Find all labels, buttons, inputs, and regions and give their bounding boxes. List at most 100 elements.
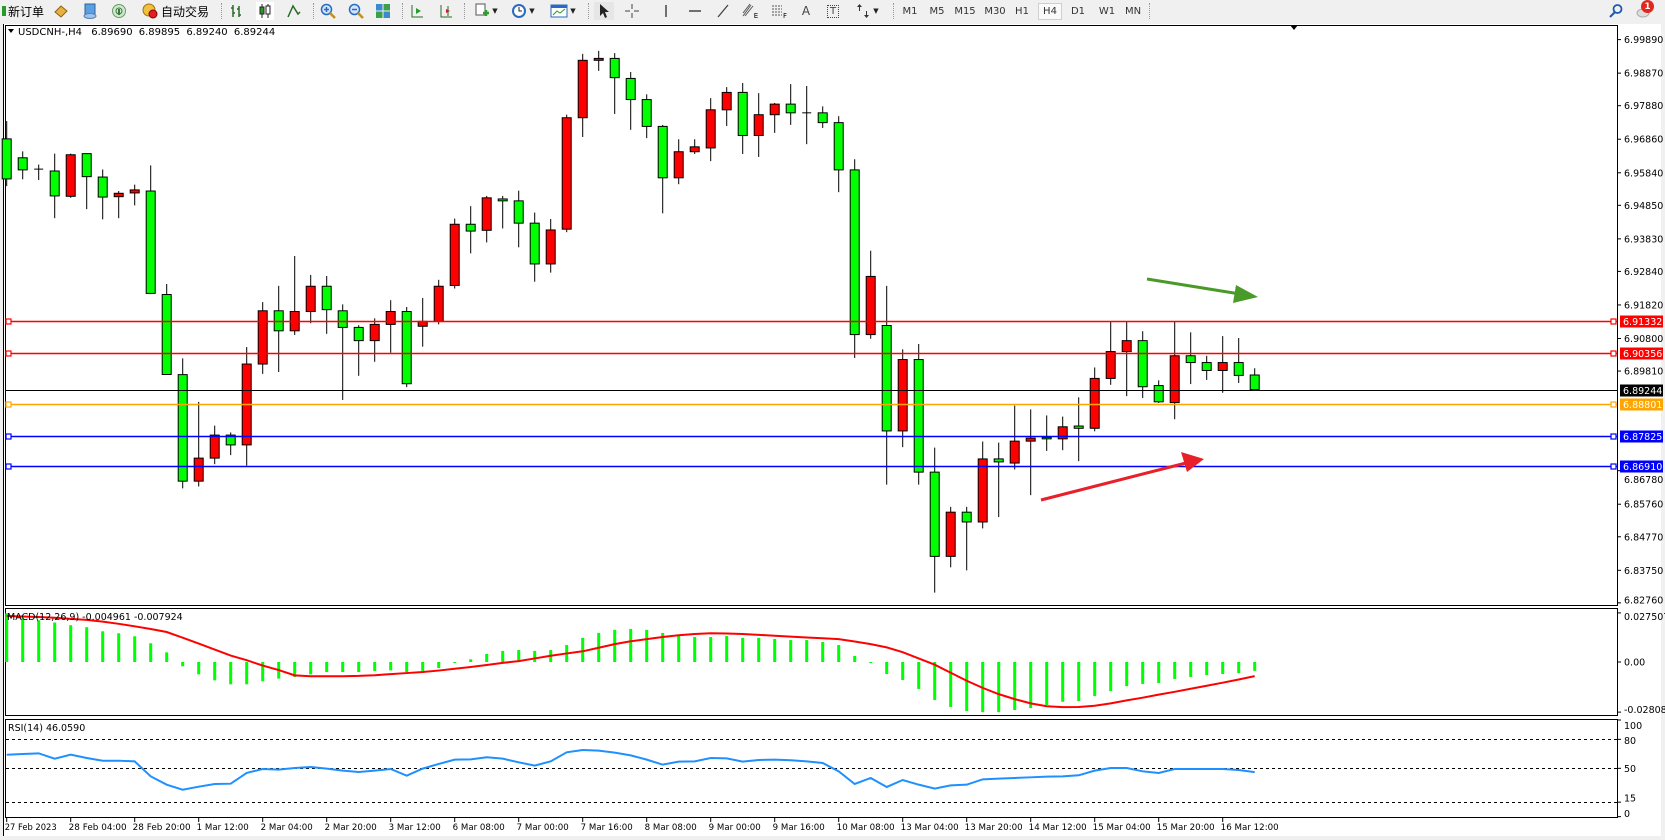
notifications-button[interactable]: 1 (1632, 0, 1656, 20)
text-label-button[interactable]: T (825, 2, 841, 20)
candlestick-button[interactable] (256, 2, 274, 20)
chart-shift-marker[interactable] (1290, 25, 1298, 30)
candle[interactable] (1233, 338, 1244, 383)
candle[interactable] (17, 151, 28, 180)
signals-button[interactable] (110, 2, 128, 20)
candle[interactable] (817, 106, 828, 128)
arrow-down-annotation[interactable] (1146, 277, 1258, 303)
vertical-line-button[interactable] (657, 2, 675, 20)
candle[interactable] (465, 206, 476, 254)
arrow-up-annotation[interactable] (1040, 452, 1204, 502)
level-handle-left[interactable] (5, 350, 12, 357)
candle[interactable] (1137, 331, 1148, 399)
tile-windows-button[interactable] (374, 2, 392, 20)
cursor-button[interactable] (594, 2, 614, 20)
symbol-menu-icon[interactable] (8, 29, 14, 33)
candle[interactable] (1057, 416, 1068, 451)
candle[interactable] (449, 218, 460, 289)
candle[interactable] (1073, 397, 1084, 462)
timeframe-d1[interactable]: D1 (1070, 6, 1086, 17)
candle[interactable] (753, 93, 764, 158)
candle[interactable] (497, 195, 508, 229)
line-chart-button[interactable] (285, 2, 303, 20)
candle[interactable] (177, 358, 188, 489)
candle[interactable] (433, 279, 444, 325)
candle[interactable] (1089, 367, 1100, 432)
candle[interactable] (1169, 321, 1180, 420)
timeframe-m30[interactable]: M30 (984, 6, 1006, 17)
candle[interactable] (609, 53, 620, 114)
candle[interactable] (689, 139, 700, 154)
candle[interactable] (769, 102, 780, 133)
crosshair-button[interactable] (623, 2, 641, 20)
chart-shift-button[interactable] (437, 2, 455, 20)
candle[interactable] (305, 274, 316, 324)
candle[interactable] (785, 84, 796, 125)
candle[interactable] (513, 190, 524, 248)
level-handle-left[interactable] (5, 401, 12, 408)
candle[interactable] (1249, 368, 1260, 391)
candle[interactable] (865, 250, 876, 339)
timeframe-mn[interactable]: MN (1124, 6, 1142, 17)
candle[interactable] (593, 50, 604, 71)
horizontal-line-button[interactable] (686, 2, 704, 20)
history-button[interactable] (81, 2, 99, 20)
zoom-out-button[interactable] (347, 2, 365, 20)
candle[interactable] (81, 153, 92, 210)
candle[interactable] (321, 276, 332, 334)
candle[interactable] (161, 283, 172, 375)
fibonacci-button[interactable]: E (740, 2, 760, 20)
candle[interactable] (353, 325, 364, 376)
candle[interactable] (337, 304, 348, 400)
candle[interactable] (1041, 415, 1052, 451)
level-handle-left[interactable] (5, 463, 12, 470)
timeframe-h1[interactable]: H1 (1015, 6, 1029, 17)
candle[interactable] (1153, 380, 1164, 403)
candle[interactable] (545, 218, 556, 273)
level-handle-right[interactable] (1610, 350, 1617, 357)
candle[interactable] (369, 318, 380, 362)
candle[interactable] (945, 506, 956, 568)
candle[interactable] (977, 441, 988, 529)
candle[interactable] (641, 94, 652, 139)
candle[interactable] (913, 344, 924, 485)
metaeditor-button[interactable] (52, 2, 70, 20)
candle[interactable] (673, 139, 684, 185)
candle[interactable] (193, 401, 204, 487)
zoom-in-button[interactable] (319, 2, 337, 20)
level-handle-left[interactable] (5, 433, 12, 440)
level-handle-right[interactable] (1610, 463, 1617, 470)
level-handle-right[interactable] (1610, 433, 1617, 440)
candle[interactable] (802, 85, 812, 145)
new-order-button[interactable]: 新订单 (0, 2, 46, 20)
candle[interactable] (737, 82, 748, 154)
candle[interactable] (833, 116, 844, 193)
arrows-button[interactable]: ▼ (852, 2, 882, 20)
level-handle-right[interactable] (1610, 318, 1617, 325)
candle[interactable] (49, 153, 60, 219)
search-button[interactable] (1607, 2, 1625, 20)
candle[interactable] (481, 195, 492, 243)
candle[interactable] (897, 349, 908, 448)
candle[interactable] (209, 425, 220, 465)
candle[interactable] (401, 306, 412, 388)
fibo-lines-button[interactable]: F (769, 2, 789, 20)
candle[interactable] (257, 302, 268, 374)
timeframe-m1[interactable]: M1 (902, 6, 918, 17)
candle[interactable] (145, 165, 156, 295)
candle[interactable] (561, 114, 572, 233)
candle[interactable] (993, 442, 1004, 518)
candle[interactable] (385, 300, 396, 353)
candle[interactable] (65, 153, 76, 198)
candle[interactable] (625, 72, 636, 130)
candle[interactable] (849, 159, 860, 359)
candle[interactable] (961, 506, 972, 571)
auto-scroll-button[interactable] (408, 2, 426, 20)
candle[interactable] (705, 98, 716, 162)
candle[interactable] (1185, 332, 1196, 385)
candle[interactable] (129, 184, 140, 206)
level-handle-right[interactable] (1610, 401, 1617, 408)
chart-window[interactable]: 6.99890 6.98870 6.97880 6.96860 6.95840 6.948… (0, 23, 1665, 840)
candle[interactable] (113, 191, 124, 219)
templates-button[interactable]: ▼ (546, 2, 580, 20)
